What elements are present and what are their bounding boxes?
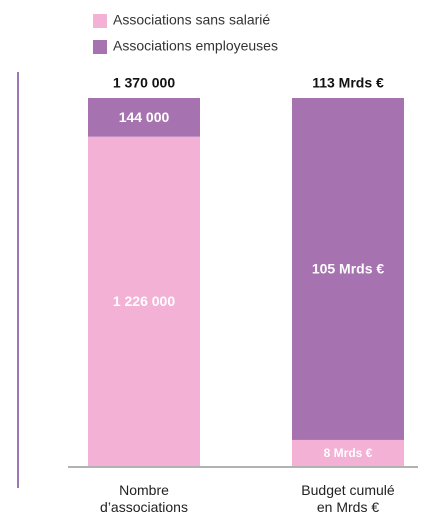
value-label: 144 000 [119, 109, 170, 125]
bar-segment [88, 98, 200, 137]
value-label: 105 Mrds € [312, 261, 385, 277]
category-label: Nombre d’associations [100, 482, 188, 515]
legend-swatch [93, 14, 107, 28]
bar-segment [88, 136, 200, 466]
total-label: 113 Mrds € [312, 75, 384, 91]
legend-label: Associations employeuses [113, 38, 278, 54]
legend-label: Associations sans salarié [113, 12, 270, 28]
category-label: Budget cumulé en Mrds € [301, 482, 395, 515]
bar-segment [292, 98, 404, 440]
bar-segment [292, 439, 404, 466]
value-label: 8 Mrds € [324, 446, 373, 460]
legend-swatch [93, 40, 107, 54]
total-label: 1 370 000 [113, 75, 175, 91]
value-label: 1 226 000 [113, 293, 175, 309]
